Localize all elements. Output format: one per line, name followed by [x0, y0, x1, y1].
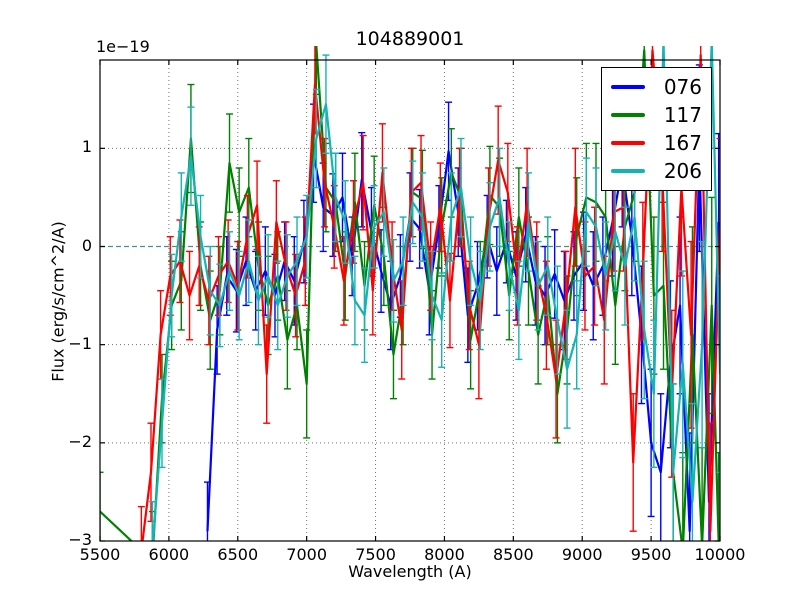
legend-item: 167 — [611, 129, 702, 157]
legend-item: 076 — [611, 73, 702, 101]
legend-item: 117 — [611, 101, 702, 129]
legend-line-sample — [611, 169, 645, 173]
plot-title: 104889001 — [355, 28, 465, 50]
y-offset-label: 1e−19 — [96, 37, 150, 56]
y-axis-label: Flux (erg/s/cm^2/A) — [48, 221, 68, 382]
legend-line-sample — [611, 141, 645, 145]
x-axis-label: Wavelength (A) — [348, 562, 472, 581]
legend-item-label: 167 — [663, 131, 702, 155]
legend-line-sample — [611, 85, 645, 89]
legend-item-label: 117 — [663, 103, 702, 127]
legend: 076 117 167 206 — [601, 67, 712, 191]
legend-item: 206 — [611, 157, 702, 185]
legend-item-label: 076 — [663, 75, 702, 99]
legend-line-sample — [611, 113, 645, 117]
legend-item-label: 206 — [663, 159, 702, 183]
